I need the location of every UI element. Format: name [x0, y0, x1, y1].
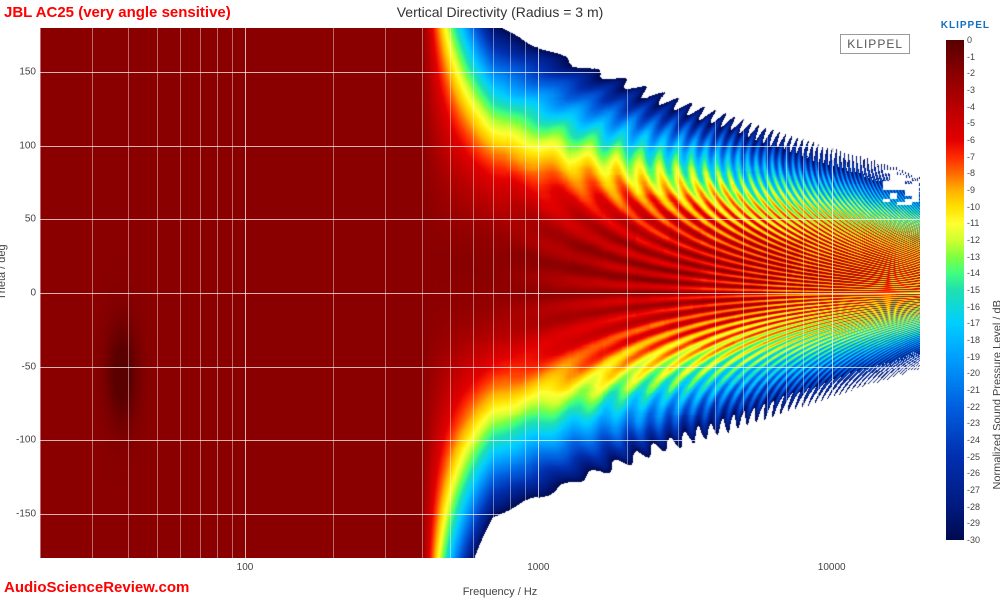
ytick-label: 0	[30, 288, 36, 299]
colorbar-tick: -29	[967, 518, 980, 528]
colorbar-tick: -11	[967, 218, 979, 228]
colorbar-tick: -28	[967, 502, 980, 512]
colorbar-tick: -12	[967, 235, 980, 245]
colorbar-canvas	[946, 40, 964, 540]
colorbar-tick: 0	[967, 35, 972, 45]
colorbar-tick: -1	[967, 52, 975, 62]
colorbar-tick: -27	[967, 485, 980, 495]
ytick-label: 150	[19, 67, 36, 78]
colorbar-tick: -13	[967, 252, 980, 262]
colorbar: 0-1-2-3-4-5-6-7-8-9-10-11-12-13-14-15-16…	[946, 40, 964, 540]
gridline-v-minor	[920, 28, 921, 558]
colorbar-tick: -2	[967, 68, 975, 78]
ytick-label: 100	[19, 140, 36, 151]
xtick-label: 10000	[818, 562, 846, 573]
colorbar-tick: -7	[967, 152, 975, 162]
ytick-label: -50	[22, 361, 36, 372]
colorbar-tick: -9	[967, 185, 975, 195]
colorbar-tick: -25	[967, 452, 980, 462]
klippel-logo: KLIPPEL	[840, 34, 910, 54]
heatmap-canvas	[40, 28, 920, 558]
colorbar-tick: -5	[967, 118, 975, 128]
x-axis-label: Frequency / Hz	[463, 586, 538, 598]
colorbar-tick: -6	[967, 135, 975, 145]
colorbar-tick: -22	[967, 402, 980, 412]
colorbar-tick: -16	[967, 302, 980, 312]
brand-text: KLIPPEL	[941, 20, 990, 31]
watermark: AudioScienceReview.com	[4, 579, 189, 596]
y-axis-label: Theta / deg	[0, 244, 8, 300]
xtick-label: 100	[237, 562, 254, 573]
colorbar-tick: -19	[967, 352, 980, 362]
colorbar-tick: -3	[967, 85, 975, 95]
colorbar-tick: -4	[967, 102, 975, 112]
colorbar-tick: -23	[967, 418, 980, 428]
plot-title: Vertical Directivity (Radius = 3 m)	[397, 4, 604, 20]
colorbar-tick: -26	[967, 468, 980, 478]
colorbar-tick: -14	[967, 268, 980, 278]
colorbar-tick: -18	[967, 335, 980, 345]
colorbar-tick: -20	[967, 368, 980, 378]
colorbar-label: Normalized Sound Pressure Level / dB	[992, 300, 1000, 490]
xtick-label: 1000	[527, 562, 549, 573]
colorbar-tick: -17	[967, 318, 980, 328]
colorbar-tick: -10	[967, 202, 980, 212]
ytick-label: -100	[16, 435, 36, 446]
ytick-label: 50	[25, 214, 36, 225]
colorbar-tick: -30	[967, 535, 980, 545]
colorbar-tick: -15	[967, 285, 980, 295]
figure-root: JBL AC25 (very angle sensitive) Vertical…	[0, 0, 1000, 600]
colorbar-tick: -24	[967, 435, 980, 445]
colorbar-tick: -21	[967, 385, 980, 395]
subtitle-left: JBL AC25 (very angle sensitive)	[4, 4, 231, 21]
ytick-label: -150	[16, 508, 36, 519]
plot-area: KLIPPEL -150-100-50050100150100100010000	[40, 28, 920, 558]
colorbar-tick: -8	[967, 168, 975, 178]
